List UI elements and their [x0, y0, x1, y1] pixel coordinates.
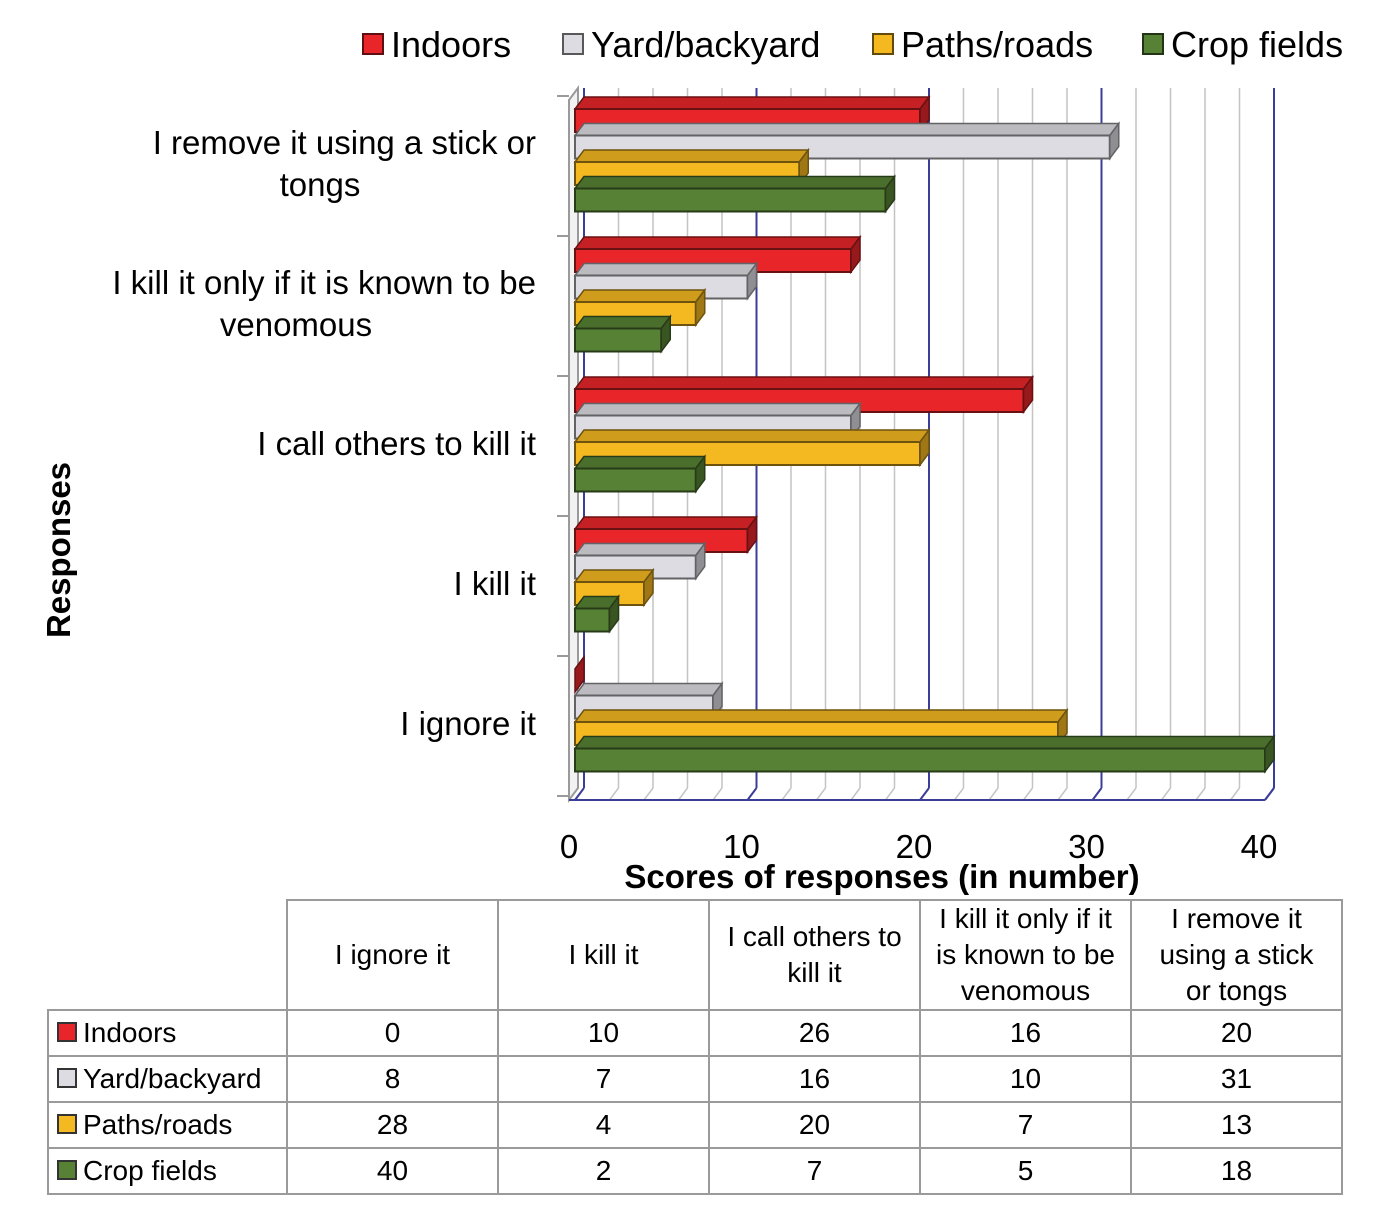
table-column-header: I kill it only if it is known to be venomo…	[919, 899, 1132, 1011]
floor-gridline	[953, 787, 965, 801]
floor-gridline	[781, 787, 792, 801]
category-label: I remove it using a stick or tongs	[153, 124, 536, 203]
table-row-header: Yard/backyard	[47, 1055, 288, 1103]
table-cell: 2	[497, 1147, 710, 1195]
bar-crop-fields	[573, 314, 672, 354]
legend-swatch	[562, 33, 584, 55]
data-table: I ignore it I kill it I call others to kill…	[47, 899, 1343, 1195]
floor-gridline	[712, 787, 723, 801]
legend-swatch	[362, 33, 384, 55]
floor-gridline	[1195, 787, 1206, 801]
table-cell: 5	[919, 1147, 1132, 1195]
table-column-header: I ignore it	[286, 899, 499, 1011]
legend-swatch	[1142, 33, 1164, 55]
table-cell: 4	[497, 1101, 710, 1149]
table-legend-swatch	[57, 1159, 77, 1180]
table-column-header: I call others to kill it	[708, 899, 921, 1011]
category-labels: I ignore it I kill it I call others to kil…	[112, 124, 536, 742]
table-row-header: Paths/roads	[47, 1101, 288, 1149]
x-tick-label: 20	[896, 828, 933, 865]
x-tick-label: 0	[560, 828, 578, 865]
floor-right-edge	[1264, 787, 1275, 801]
floor-gridline	[677, 787, 689, 801]
bar-paths-roads	[573, 567, 655, 608]
table-row: Yard/backyard 8 7 16 10 31	[47, 1055, 1343, 1103]
floor-gridline	[815, 787, 827, 801]
legend-label: Crop fields	[1171, 24, 1343, 65]
category-label: I ignore it	[400, 705, 536, 742]
table-legend-swatch	[57, 1067, 77, 1088]
x-tick-label: 10	[723, 828, 760, 865]
bar-crop-fields	[573, 594, 620, 634]
table-cell: 10	[919, 1055, 1132, 1103]
table-cell: 10	[497, 1009, 710, 1057]
legend-swatch	[872, 33, 894, 55]
legend-item: Crop fields	[1142, 24, 1343, 65]
table-corner-cell	[48, 900, 288, 1011]
x-tick-label: 40	[1241, 828, 1278, 865]
floor-gridline	[643, 787, 654, 801]
floor-gridline	[988, 787, 999, 801]
table-row: Indoors 0 10 26 16 20	[47, 1009, 1343, 1057]
table-cell: 0	[286, 1009, 499, 1057]
table-column-header: I kill it	[497, 899, 710, 1011]
table-cell: 13	[1130, 1101, 1343, 1149]
bar-crop-fields	[573, 174, 896, 214]
table-cell: 7	[708, 1147, 921, 1195]
table-cell: 40	[286, 1147, 499, 1195]
floor-gridline	[574, 787, 585, 801]
floor-gridline	[1091, 787, 1103, 801]
floor-gridline	[1160, 787, 1172, 801]
category-label: I kill it only if it is known to be venom…	[112, 264, 536, 343]
bars	[573, 94, 1276, 774]
table-column-header: I remove it using a stick or tongs	[1130, 899, 1343, 1011]
floor-gridline	[919, 787, 930, 801]
bar-crop-fields	[573, 454, 707, 494]
legend: Indoors Yard/backyard Paths/roads Crop fiel…	[362, 24, 1343, 65]
legend-label: Indoors	[391, 24, 511, 65]
floor-gridline	[1057, 787, 1068, 801]
legend-item: Paths/roads	[872, 24, 1093, 65]
table-cell: 28	[286, 1101, 499, 1149]
table-cell: 16	[919, 1009, 1132, 1057]
legend-item: Yard/backyard	[562, 24, 820, 65]
table-row-header: Indoors	[47, 1009, 288, 1057]
bar-chart: Indoors Yard/backyard Paths/roads Crop fiel…	[40, 24, 1343, 895]
table-row-header: Crop fields	[47, 1147, 288, 1195]
table-cell: 7	[919, 1101, 1132, 1149]
table-cell: 16	[708, 1055, 921, 1103]
table-legend-swatch	[57, 1021, 77, 1042]
table-cell: 31	[1130, 1055, 1343, 1103]
table-legend-swatch	[57, 1113, 77, 1134]
bar-crop-fields	[573, 734, 1276, 774]
table-row: Paths/roads 28 4 20 7 13	[47, 1101, 1343, 1149]
floor-gridline	[608, 787, 620, 801]
table-cell: 20	[708, 1101, 921, 1149]
x-tick-label: 30	[1068, 828, 1105, 865]
category-label: I kill it	[454, 565, 537, 602]
floor-gridline	[1126, 787, 1137, 801]
table-row: Crop fields 40 2 7 5 18	[47, 1147, 1343, 1195]
table-cell: 8	[286, 1055, 499, 1103]
floor-gridline	[746, 787, 758, 801]
x-axis-title: Scores of responses (in number)	[624, 858, 1139, 895]
legend-label: Paths/roads	[901, 24, 1093, 65]
x-tick-labels: 0 10 20 30 40	[560, 828, 1278, 865]
bar-indoors	[574, 654, 585, 695]
table-cell: 26	[708, 1009, 921, 1057]
legend-item: Indoors	[362, 24, 511, 65]
floor-gridline	[1022, 787, 1034, 801]
floor-gridline	[850, 787, 861, 801]
table-header-row: I ignore it I kill it I call others to kill…	[48, 899, 1343, 1011]
table-cell: 18	[1130, 1147, 1343, 1195]
floor-gridline	[884, 787, 896, 801]
table-cell: 7	[497, 1055, 710, 1103]
legend-label: Yard/backyard	[591, 24, 820, 65]
floor-gridline	[1229, 787, 1241, 801]
table-cell: 20	[1130, 1009, 1343, 1057]
y-axis-title: Responses	[40, 462, 77, 638]
category-label: I call others to kill it	[257, 425, 536, 462]
